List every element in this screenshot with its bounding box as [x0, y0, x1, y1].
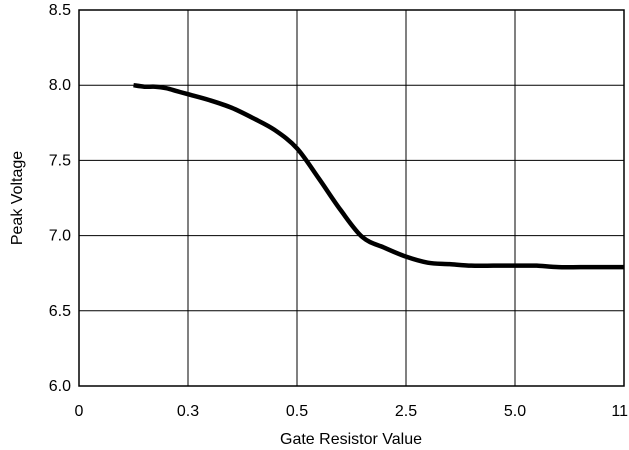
- y-tick-label: 8.0: [49, 77, 71, 94]
- x-tick-label: 0.3: [177, 403, 199, 420]
- x-tick-label: 0.5: [286, 403, 308, 420]
- x-tick-label: 5.0: [504, 403, 526, 420]
- y-axis-title: Peak Voltage: [9, 151, 26, 245]
- x-tick-labels: 0 0.3 0.5 2.5 5.0 11: [75, 403, 629, 420]
- y-tick-label: 6.5: [49, 303, 71, 320]
- series-line: [133, 82, 624, 270]
- y-tick-label: 8.5: [49, 2, 71, 19]
- plot-frame: [78, 9, 625, 387]
- y-tick-label: 6.0: [49, 378, 71, 395]
- y-tick-label: 7.0: [49, 228, 71, 245]
- grid-lines: [79, 10, 624, 386]
- x-tick-label: 2.5: [395, 403, 417, 420]
- x-tick-label: 11: [611, 403, 628, 420]
- y-tick-label: 7.5: [49, 152, 71, 169]
- x-axis-title: Gate Resistor Value: [280, 431, 422, 448]
- x-tick-label: 0: [75, 403, 84, 420]
- y-tick-labels: 6.0 6.5 7.0 7.5 8.0 8.5: [49, 2, 71, 395]
